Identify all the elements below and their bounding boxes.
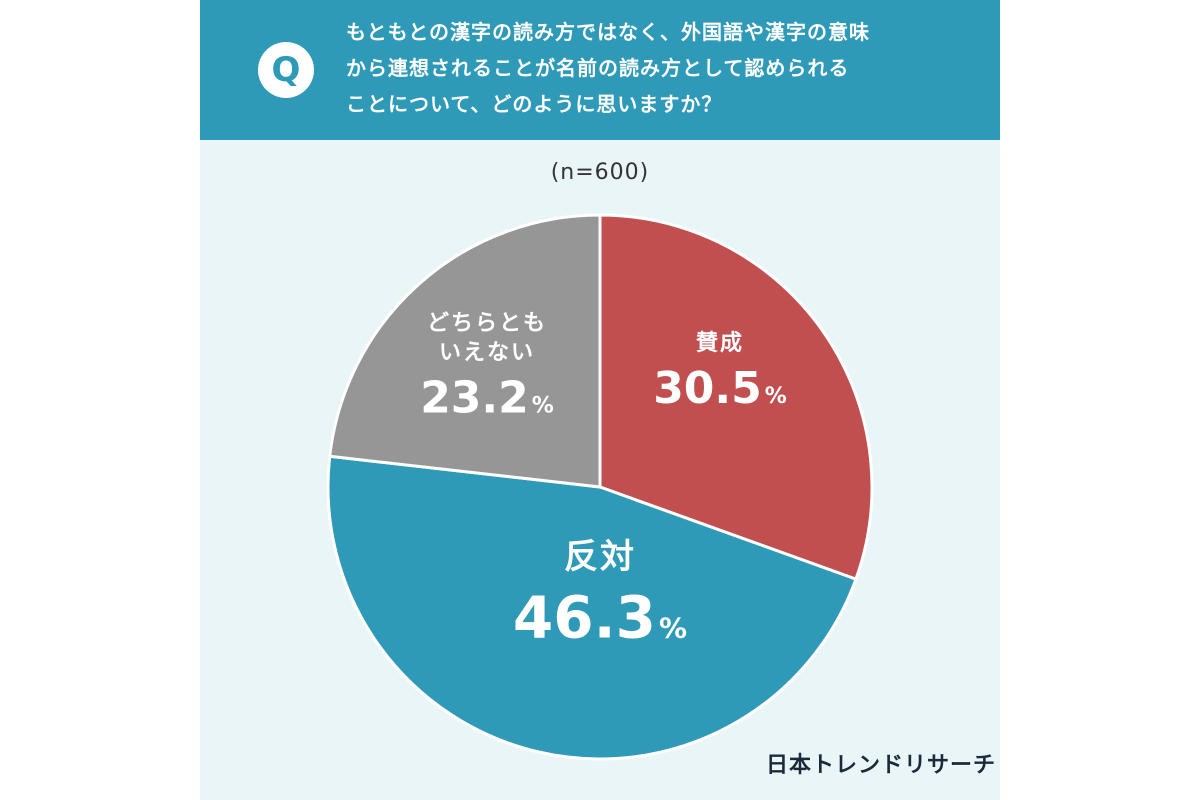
question-text: もともとの漢字の読み方ではなく、外国語や漢字の意味 から連想されることが名前の読…	[346, 14, 966, 122]
question-line-1: もともとの漢字の読み方ではなく、外国語や漢字の意味	[346, 20, 870, 44]
pie-category-label-neutral-1: どちらとも	[427, 311, 547, 336]
survey-card: Q もともとの漢字の読み方ではなく、外国語や漢字の意味 から連想されることが名前…	[200, 0, 1000, 800]
question-line-2: から連想されることが名前の読み方として認められる	[346, 56, 850, 80]
pie-slice-oppose	[326, 454, 858, 761]
pie-category-label-oppose: 反対	[564, 537, 636, 577]
pie-category-label-neutral-2: いえない	[439, 341, 535, 366]
question-line-3: ことについて、どのように思いますか？	[346, 92, 723, 116]
question-badge: Q	[258, 42, 314, 98]
pie-slice-agree	[598, 213, 874, 581]
sample-size-label: (n=600)	[550, 160, 650, 185]
brand-logo: 日本トレンドリサーチ	[766, 753, 997, 778]
question-header: Q もともとの漢字の読み方ではなく、外国語や漢字の意味 から連想されることが名前…	[200, 0, 1000, 140]
pie-category-label-agree: 賛成	[696, 331, 744, 356]
pie-slice-neutral	[328, 213, 602, 489]
